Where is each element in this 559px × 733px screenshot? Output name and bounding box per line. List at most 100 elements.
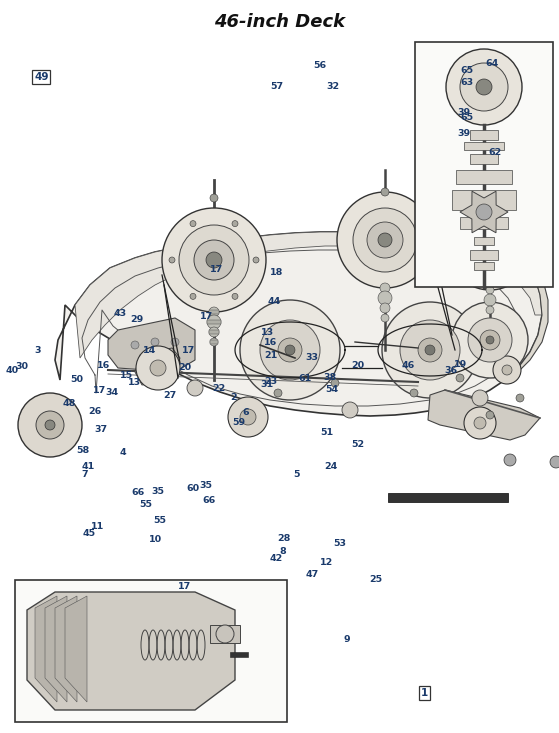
Text: 41: 41 — [82, 462, 95, 471]
Polygon shape — [27, 592, 235, 710]
Circle shape — [210, 338, 218, 346]
Text: 43: 43 — [113, 309, 126, 318]
Polygon shape — [55, 232, 542, 416]
Bar — [210, 340, 218, 344]
Circle shape — [18, 393, 82, 457]
Text: 15: 15 — [120, 371, 133, 380]
Bar — [474, 262, 494, 270]
Circle shape — [380, 303, 390, 313]
Circle shape — [486, 411, 494, 419]
Circle shape — [504, 454, 516, 466]
Text: 60: 60 — [186, 484, 200, 493]
Text: 25: 25 — [369, 575, 382, 583]
Text: 17: 17 — [182, 346, 196, 355]
Circle shape — [380, 283, 390, 293]
Text: 21: 21 — [264, 351, 277, 360]
Circle shape — [462, 220, 518, 276]
Circle shape — [378, 291, 392, 305]
Circle shape — [480, 330, 500, 350]
Circle shape — [474, 417, 486, 429]
Text: 66: 66 — [202, 496, 215, 505]
Text: 47: 47 — [305, 570, 319, 579]
Polygon shape — [45, 596, 67, 702]
Text: 17: 17 — [200, 312, 214, 321]
Circle shape — [240, 409, 256, 425]
Text: 19: 19 — [454, 360, 467, 369]
Text: 17: 17 — [210, 265, 224, 274]
Text: 56: 56 — [313, 62, 326, 70]
Circle shape — [274, 389, 282, 397]
Circle shape — [131, 341, 139, 349]
Circle shape — [452, 302, 528, 378]
Circle shape — [210, 194, 218, 202]
Circle shape — [260, 320, 320, 380]
Text: 33: 33 — [305, 353, 319, 362]
Circle shape — [486, 306, 494, 314]
Text: 39: 39 — [457, 108, 471, 117]
Bar — [210, 625, 240, 643]
Text: 37: 37 — [94, 425, 107, 434]
Circle shape — [460, 63, 508, 111]
Text: 46: 46 — [401, 361, 415, 369]
Text: 58: 58 — [76, 446, 89, 454]
Circle shape — [45, 420, 55, 430]
Text: 27: 27 — [163, 391, 177, 400]
Text: 39: 39 — [457, 129, 471, 138]
Circle shape — [486, 336, 494, 344]
Bar — [209, 310, 219, 314]
Text: 64: 64 — [485, 59, 499, 67]
Text: 36: 36 — [444, 366, 457, 375]
Bar — [415, 42, 553, 287]
Polygon shape — [65, 596, 87, 702]
Circle shape — [381, 314, 389, 322]
Circle shape — [381, 188, 389, 196]
Text: 22: 22 — [212, 384, 226, 393]
Bar — [207, 320, 221, 324]
Circle shape — [190, 221, 196, 226]
Text: 26: 26 — [88, 408, 102, 416]
Text: 16: 16 — [264, 338, 277, 347]
Text: 40: 40 — [6, 366, 19, 375]
Circle shape — [207, 315, 221, 329]
Circle shape — [187, 380, 203, 396]
Text: 52: 52 — [351, 440, 364, 449]
Circle shape — [209, 307, 219, 317]
Text: 9: 9 — [343, 635, 350, 644]
Text: 17: 17 — [178, 582, 191, 591]
Text: 54: 54 — [325, 386, 339, 394]
Text: 57: 57 — [271, 82, 284, 91]
Text: 65: 65 — [461, 113, 474, 122]
Text: 23: 23 — [264, 377, 277, 386]
Text: 8: 8 — [279, 547, 286, 556]
Text: 32: 32 — [326, 82, 340, 91]
Text: 53: 53 — [333, 539, 347, 548]
Circle shape — [36, 411, 64, 439]
Circle shape — [367, 222, 403, 258]
Circle shape — [136, 346, 180, 390]
Circle shape — [493, 356, 521, 384]
Text: 6: 6 — [243, 408, 249, 417]
Text: 13: 13 — [127, 378, 141, 387]
Circle shape — [331, 379, 339, 387]
Text: 11: 11 — [91, 522, 105, 531]
Text: 46-inch Deck: 46-inch Deck — [214, 13, 345, 31]
Text: 55: 55 — [153, 516, 167, 525]
Text: 59: 59 — [233, 418, 246, 427]
Circle shape — [516, 394, 524, 402]
Circle shape — [456, 374, 464, 382]
Bar — [470, 130, 498, 140]
Text: 44: 44 — [267, 298, 281, 306]
Polygon shape — [135, 348, 180, 385]
Text: 45: 45 — [83, 529, 96, 538]
Text: 5: 5 — [293, 470, 300, 479]
Circle shape — [446, 49, 522, 125]
Circle shape — [285, 345, 295, 355]
Circle shape — [475, 233, 505, 263]
Text: 30: 30 — [16, 362, 29, 371]
Text: 28: 28 — [277, 534, 291, 543]
Circle shape — [486, 286, 494, 294]
Circle shape — [425, 345, 435, 355]
Bar — [470, 250, 498, 260]
Polygon shape — [35, 596, 57, 702]
Circle shape — [151, 338, 159, 346]
